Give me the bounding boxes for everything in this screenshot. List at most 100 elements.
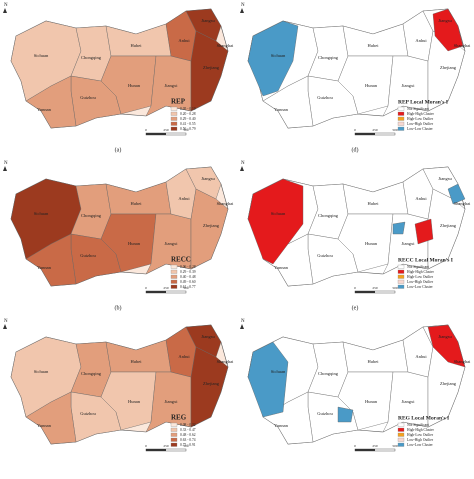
place-name: Chongqing xyxy=(318,55,339,60)
place-name: Hunan xyxy=(128,83,141,88)
place-name: Yunnan xyxy=(37,265,51,270)
cluster-region xyxy=(392,221,406,235)
place-name: Jiangxi xyxy=(165,241,179,246)
legend-swatch xyxy=(397,432,405,437)
legend-label: Low-Low Cluster xyxy=(407,285,433,289)
legend-label: 0.20 - 0.28 xyxy=(180,112,196,116)
place-name: Hubei xyxy=(368,43,380,48)
cluster-region xyxy=(414,218,434,245)
place-name: Jiangsu xyxy=(201,334,215,339)
legend-swatch xyxy=(397,279,405,284)
north-arrow-head xyxy=(3,324,7,329)
legend-swatch xyxy=(397,437,405,442)
legend-swatch xyxy=(170,442,178,447)
legend-swatch xyxy=(397,126,405,131)
north-arrow: N xyxy=(4,319,8,324)
place-name: Chongqing xyxy=(318,371,339,376)
legend-label: 0.61 - 0.77 xyxy=(180,285,196,289)
place-name: Yunnan xyxy=(274,265,288,270)
legend-label: 0.40 - 0.48 xyxy=(180,275,196,279)
legend-label: Not Significant xyxy=(407,107,429,111)
scale-label: 250 xyxy=(163,128,169,132)
province xyxy=(190,188,229,270)
place-name: Chongqing xyxy=(81,213,102,218)
scale-label: 250 xyxy=(372,128,378,132)
legend-label: 0.29 - 0.40 xyxy=(180,117,196,121)
legend-label: High-Low Outlier xyxy=(407,117,434,121)
legend-label: 0.56 - 0.79 xyxy=(180,127,196,131)
legend-title: REG xyxy=(171,414,187,422)
scale-label: 500 xyxy=(392,128,398,132)
scale-label: 0 xyxy=(145,444,147,448)
legend-label: Low-High Outlier xyxy=(407,438,434,442)
north-arrow: N xyxy=(4,161,8,166)
place-name: Jiangxi xyxy=(402,241,416,246)
place-name: Anhui xyxy=(415,354,427,359)
place-name: Hunan xyxy=(365,83,378,88)
place-name: Sichuan xyxy=(271,53,286,58)
legend-swatch xyxy=(397,274,405,279)
legend-label: High-Low Outlier xyxy=(407,275,434,279)
north-arrow-head xyxy=(240,8,244,13)
place-name: Hubei xyxy=(368,201,380,206)
scale-bar xyxy=(355,291,375,293)
place-name: Jiangsu xyxy=(201,18,215,23)
scale-label: 0 xyxy=(354,444,356,448)
scale-label: 500 xyxy=(183,128,189,132)
legend-label: 0.48 - 0.62 xyxy=(180,433,196,437)
province xyxy=(105,181,172,215)
province xyxy=(342,23,409,57)
legend-label: 0.33 - 0.47 xyxy=(180,428,196,432)
north-arrow: N xyxy=(4,3,8,8)
place-name: Anhui xyxy=(415,38,427,43)
legend-swatch xyxy=(170,422,178,427)
place-name: Yunnan xyxy=(274,107,288,112)
place-name: Chongqing xyxy=(318,213,339,218)
place-name: Zhejiang xyxy=(203,65,220,70)
province xyxy=(25,233,77,287)
place-name: Sichuan xyxy=(271,369,286,374)
province xyxy=(105,23,172,57)
legend-swatch xyxy=(397,422,405,427)
province xyxy=(262,75,314,129)
scale-label: 250 xyxy=(372,286,378,290)
province xyxy=(342,339,409,373)
legend-swatch xyxy=(397,121,405,126)
place-name: Hubei xyxy=(131,201,143,206)
scale-label: 500 xyxy=(183,286,189,290)
panel-label: (b) xyxy=(115,304,122,311)
place-name: Shanghai xyxy=(217,201,234,206)
place-name: Anhui xyxy=(178,354,190,359)
scale-bar xyxy=(146,291,166,293)
place-name: Jiangxi xyxy=(165,399,179,404)
scale-bar xyxy=(355,133,375,135)
legend-label: 0.49 - 0.60 xyxy=(180,280,196,284)
place-name: Jiangxi xyxy=(402,399,416,404)
place-name: Zhejiang xyxy=(440,65,457,70)
place-name: Yunnan xyxy=(37,423,51,428)
legend-title: RECC xyxy=(171,256,191,264)
place-name: Zhejiang xyxy=(440,381,457,386)
scale-label: 500 xyxy=(392,286,398,290)
province xyxy=(25,75,77,129)
place-name: Zhejiang xyxy=(440,223,457,228)
panel-label: (a) xyxy=(115,146,122,153)
place-name: Hubei xyxy=(368,359,380,364)
north-arrow: N xyxy=(241,319,245,324)
legend-swatch xyxy=(170,284,178,289)
legend-label: Low-High Outlier xyxy=(407,280,434,284)
place-name: Sichuan xyxy=(34,211,49,216)
place-name: Shanghai xyxy=(217,43,234,48)
cluster-region xyxy=(427,324,466,368)
place-name: Jiangsu xyxy=(201,176,215,181)
province xyxy=(190,30,229,112)
north-arrow-head xyxy=(3,8,7,13)
scale-label: 0 xyxy=(354,128,356,132)
place-name: Jiangxi xyxy=(402,83,416,88)
legend-title: RECC Local Moran's I xyxy=(398,257,453,263)
scale-label: 0 xyxy=(145,128,147,132)
legend-swatch xyxy=(397,442,405,447)
legend-swatch xyxy=(170,121,178,126)
legend-swatch xyxy=(397,116,405,121)
